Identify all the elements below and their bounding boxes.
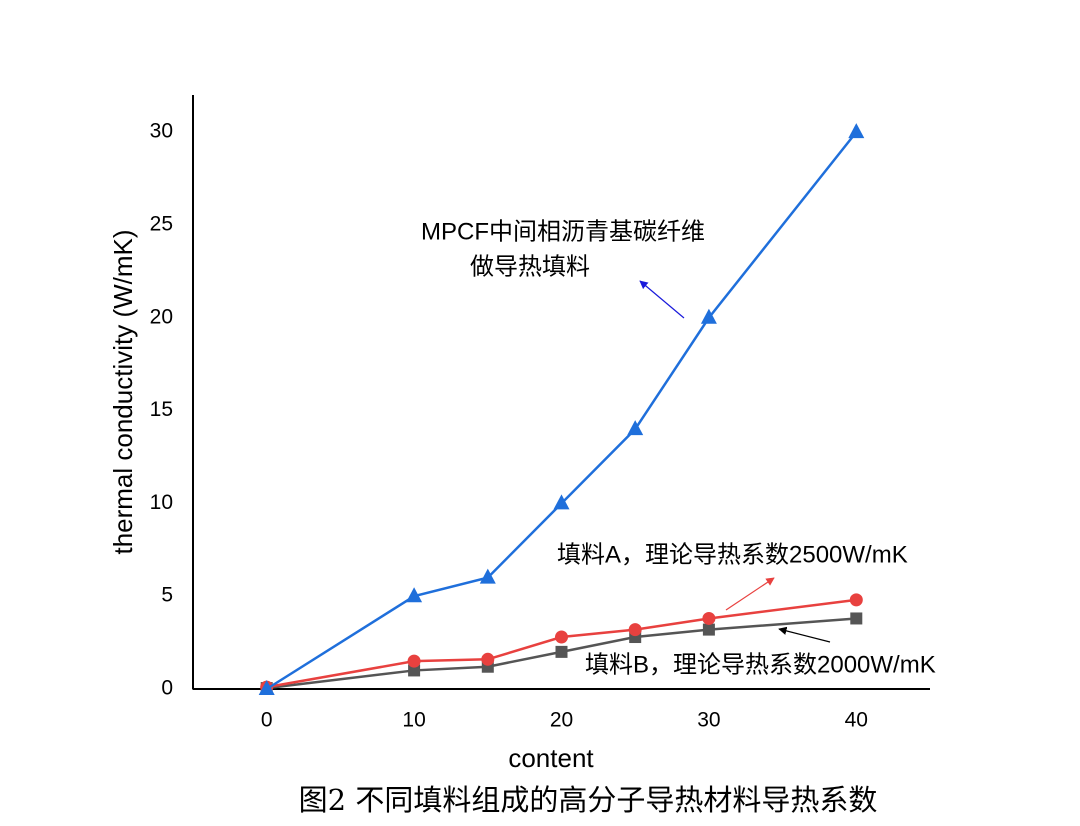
y-tick-label: 15: [150, 398, 173, 421]
y-tick-label: 20: [150, 305, 173, 328]
marker: [849, 593, 863, 607]
x-tick-label: 40: [845, 709, 868, 732]
marker: [555, 630, 568, 644]
y-tick-label: 10: [150, 491, 173, 514]
x-axis-label: content: [508, 743, 594, 773]
x-tick-label: 20: [550, 709, 573, 732]
marker: [702, 623, 715, 636]
marker: [850, 612, 863, 625]
marker: [700, 308, 717, 324]
y-axis-label: thermal conductivity (W/mK): [108, 229, 138, 554]
marker: [628, 623, 642, 637]
series-line: [266, 131, 858, 691]
marker: [702, 611, 716, 625]
y-tick-label: 5: [161, 584, 173, 607]
marker: [258, 680, 275, 695]
annotation: 做导热填料: [470, 253, 590, 280]
marker: [627, 420, 644, 436]
annotation: 填料B，理论导热系数2000W/mK: [585, 651, 936, 678]
annotation-arrow: [725, 577, 775, 611]
marker: [481, 652, 495, 666]
x-tick-label: 30: [697, 709, 720, 732]
chart-title: 图2 不同填料组成的高分子导热材料导热系数: [299, 783, 878, 817]
annotation-arrow: [639, 280, 685, 319]
x-tick-label: 10: [402, 709, 425, 732]
marker: [848, 123, 865, 139]
marker: [555, 645, 568, 658]
annotation: MPCF中间相沥青基碳纤维: [421, 218, 705, 245]
marker: [553, 494, 570, 510]
marker: [408, 664, 421, 677]
marker: [479, 568, 496, 584]
y-tick-label: 30: [150, 120, 173, 143]
annotation: 填料A，理论导热系数2500W/mK: [557, 541, 908, 568]
annotation-arrow: [778, 626, 831, 643]
x-tick-label: 0: [261, 709, 273, 732]
y-tick-label: 0: [161, 677, 173, 700]
y-tick-label: 25: [150, 212, 173, 235]
marker: [406, 587, 423, 603]
marker: [407, 654, 421, 668]
